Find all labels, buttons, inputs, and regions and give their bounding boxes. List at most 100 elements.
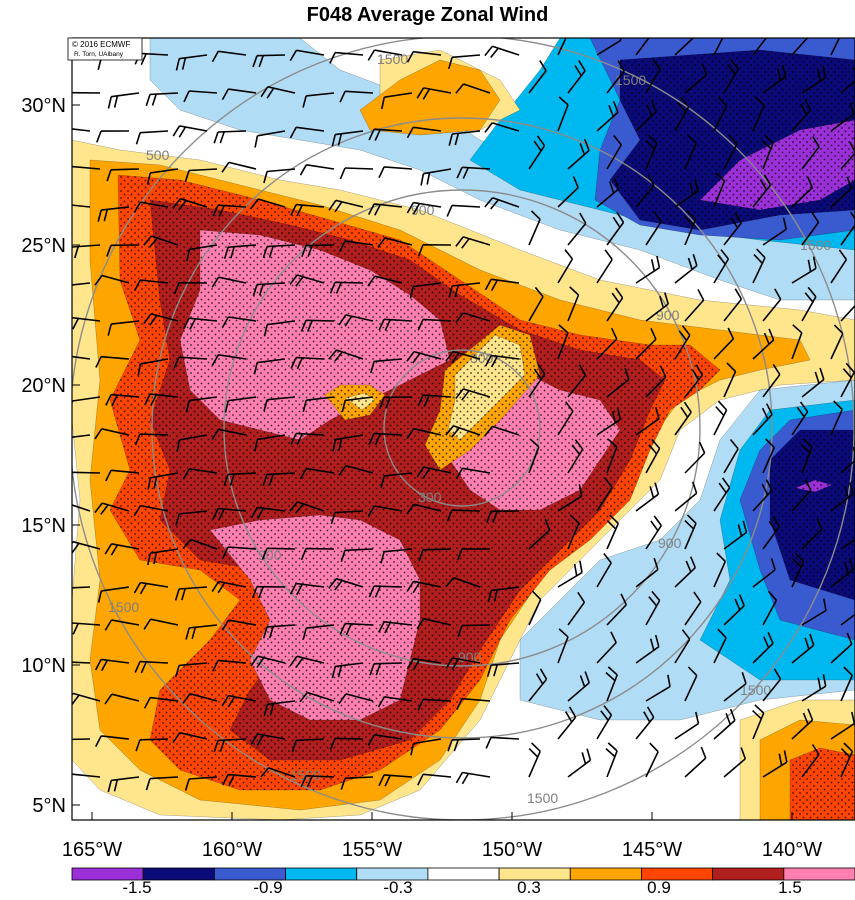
wind-barb (801, 674, 827, 702)
wind-barb (290, 203, 325, 217)
wind-barb (484, 354, 520, 368)
wind-barb (635, 634, 660, 664)
wind-barb (752, 403, 773, 436)
lon-label-150w: 150°W (482, 839, 542, 861)
wind-barb (684, 746, 707, 778)
wind-barb (143, 696, 179, 709)
wind-barb (263, 396, 296, 412)
wind-barb (528, 363, 546, 398)
wind-barb (289, 126, 325, 139)
wind-barb (528, 742, 541, 778)
wind-barb (289, 274, 325, 287)
wind-barb (340, 548, 374, 562)
wind-barb (752, 96, 765, 132)
wind-barb (713, 400, 728, 436)
wind-barb (72, 622, 101, 635)
wind-barb (300, 547, 335, 561)
wind-barb (791, 479, 812, 512)
wind-barb (445, 350, 481, 364)
wind-barb (713, 708, 736, 740)
wind-barb (72, 504, 91, 512)
wind-barb (606, 367, 630, 398)
wind-barb (596, 100, 619, 132)
wind-barb (145, 776, 179, 791)
wind-barb (752, 38, 768, 56)
wind-barb (72, 773, 101, 778)
wind-barb (332, 434, 364, 452)
wind-barb (302, 92, 335, 108)
wind-barb (455, 771, 491, 785)
wind-barb (674, 481, 698, 512)
wind-barb (184, 776, 218, 791)
wind-barb (302, 624, 335, 640)
wind-barb (455, 388, 491, 401)
wind-barb (596, 327, 618, 360)
wind-barb (262, 472, 296, 487)
wind-barb (752, 479, 773, 512)
wind-barb (635, 38, 650, 56)
wind-barb (378, 166, 413, 179)
wind-barb (250, 655, 286, 669)
wind-barb (447, 738, 481, 752)
wind-barb (830, 482, 854, 512)
wind-barb (840, 362, 855, 398)
wind-barb (221, 316, 257, 328)
colorbar-label: -0.9 (253, 878, 282, 897)
wind-barb (455, 467, 491, 480)
wind-barb (645, 365, 667, 398)
wind-barb (367, 275, 403, 287)
wind-barb (183, 90, 218, 103)
wind-barb (254, 130, 286, 148)
wind-barb (528, 668, 548, 702)
wind-barb (674, 711, 700, 740)
wind-barb (72, 396, 101, 407)
wind-barb (72, 316, 101, 330)
wind-barb (557, 706, 577, 740)
wind-barb (377, 696, 413, 708)
ring-300 (383, 349, 541, 507)
wind-barb (133, 581, 169, 595)
wind-barb (338, 240, 374, 252)
wind-barb (596, 705, 613, 740)
wind-barb (684, 591, 702, 626)
wind-barb (557, 324, 569, 360)
colorbar-swatch (783, 867, 855, 881)
wind-barb (338, 464, 374, 476)
wind-barb (290, 356, 325, 370)
wind-barb (186, 244, 218, 262)
wind-barb (713, 172, 726, 208)
wind-barb (211, 354, 247, 366)
wind-barb (596, 177, 620, 208)
wind-barb (211, 580, 247, 594)
credit-line-2: R. Torn, UAlbany (74, 51, 124, 58)
wind-barb (557, 96, 569, 132)
wind-barb (406, 50, 442, 63)
wind-barb (713, 477, 731, 512)
wind-barb (328, 199, 364, 213)
wind-barb (418, 548, 452, 562)
wind-barb (147, 472, 179, 490)
wind-barb (106, 244, 140, 257)
wind-barb (212, 507, 247, 521)
lat-label-30n: 30°N (21, 95, 66, 117)
wind-barb (567, 671, 590, 702)
colorbar-label: -0.3 (383, 878, 412, 897)
colorbar-swatch (285, 867, 358, 881)
wind-barb (174, 586, 208, 601)
wind-barb (635, 174, 655, 208)
wind-barb (339, 622, 374, 636)
wind-barb (567, 286, 580, 322)
wind-barb (221, 694, 257, 708)
wind-barb (212, 204, 247, 217)
ring-900 (223, 189, 701, 667)
wind-barb (135, 130, 169, 145)
colorbar-label: -1.5 (122, 878, 151, 897)
wind-barb (96, 130, 130, 143)
wind-barb (723, 212, 742, 246)
wind-barb (446, 204, 481, 217)
wind-barb (417, 773, 452, 786)
wind-barb (262, 624, 296, 639)
wind-barb (762, 515, 781, 550)
colorbar-swatch (569, 867, 642, 881)
plot-frame (71, 37, 855, 821)
